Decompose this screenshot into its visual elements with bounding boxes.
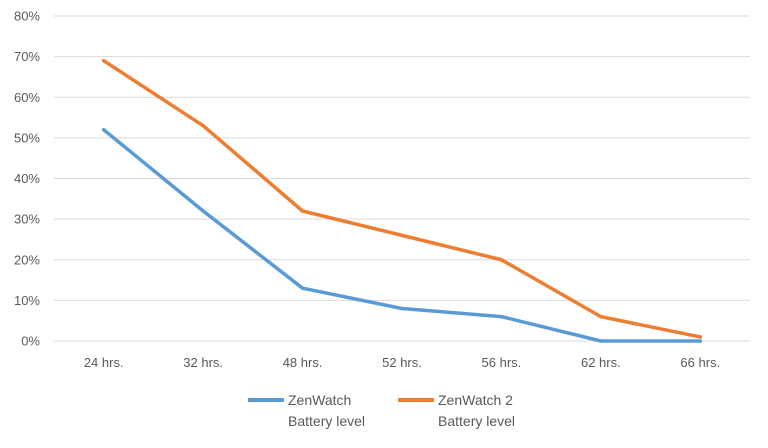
y-tick-label: 30% (14, 212, 40, 227)
y-tick-label: 80% (14, 9, 40, 24)
data-point (599, 339, 603, 343)
legend-label: Battery level (288, 413, 365, 429)
y-tick-label: 10% (14, 293, 40, 308)
legend: ZenWatch Battery level ZenWatch 2 Battery l… (248, 392, 515, 429)
x-tick-label: 66 hrs. (680, 355, 720, 370)
y-axis-ticks: 0% 10% 20% 30% 40% 50% 60% 70% 80% (14, 9, 40, 349)
data-point (698, 339, 703, 343)
legend-label: Battery level (438, 413, 515, 429)
x-axis-ticks: 24 hrs. 32 hrs. 48 hrs. 52 hrs. 56 hrs. 62 hr… (84, 355, 720, 370)
y-tick-label: 60% (14, 90, 40, 105)
x-tick-label: 24 hrs. (84, 355, 124, 370)
y-tick-label: 0% (21, 334, 40, 349)
gridlines (54, 15, 750, 342)
data-point (599, 314, 603, 319)
y-tick-label: 70% (14, 49, 40, 64)
data-point (201, 123, 205, 128)
data-point (300, 209, 305, 213)
x-tick-label: 32 hrs. (183, 355, 223, 370)
x-tick-label: 62 hrs. (581, 355, 621, 370)
x-tick-label: 56 hrs. (482, 355, 522, 370)
data-point (499, 258, 504, 262)
data-point (300, 286, 305, 290)
legend-label: ZenWatch (288, 392, 351, 408)
y-tick-label: 50% (14, 130, 40, 145)
data-point (101, 58, 106, 63)
legend-item: ZenWatch 2 Battery level (398, 392, 515, 429)
data-point (499, 314, 504, 319)
y-tick-label: 40% (14, 171, 40, 186)
data-point (698, 335, 703, 339)
x-tick-label: 48 hrs. (283, 355, 323, 370)
y-tick-label: 20% (14, 252, 40, 267)
data-point (400, 233, 404, 238)
legend-label: ZenWatch 2 (438, 392, 513, 408)
legend-item: ZenWatch Battery level (248, 392, 365, 429)
series-2 (101, 58, 703, 339)
x-tick-label: 52 hrs. (382, 355, 422, 370)
series-1 (101, 128, 703, 343)
data-point (101, 128, 106, 132)
data-point (201, 209, 205, 213)
data-point (400, 306, 404, 311)
series-line (101, 58, 703, 339)
series-lines (101, 58, 703, 343)
